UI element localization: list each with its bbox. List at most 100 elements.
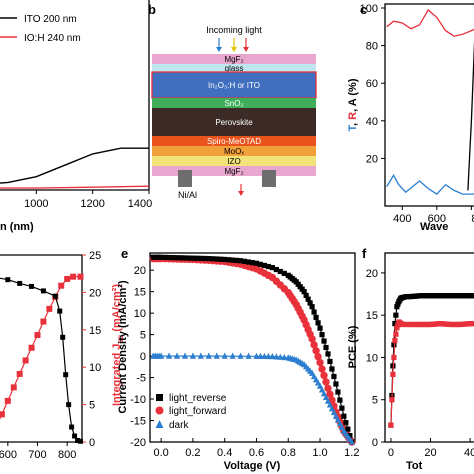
ylabel-part: , bbox=[347, 120, 359, 126]
series-marker bbox=[34, 332, 41, 339]
series-marker bbox=[314, 352, 322, 361]
series-marker bbox=[277, 353, 284, 360]
series-marker bbox=[393, 331, 399, 337]
series-marker bbox=[303, 292, 309, 299]
layer-label: SnO₂ bbox=[224, 99, 243, 108]
series-marker bbox=[394, 325, 400, 331]
series-marker bbox=[253, 352, 260, 359]
panel-c-optics-plot: c 20 40 60 80 100 400 600 8 T, R, A (%) Wave bbox=[347, 2, 474, 233]
series-marker bbox=[190, 255, 196, 261]
series-marker bbox=[189, 352, 197, 359]
layer-band bbox=[152, 98, 316, 108]
electrodes bbox=[178, 170, 276, 187]
series-marker bbox=[194, 255, 200, 261]
series-marker bbox=[321, 338, 327, 344]
series-marker bbox=[170, 255, 176, 261]
layer-band bbox=[152, 146, 316, 156]
legend-label-dark: dark bbox=[169, 420, 189, 431]
layer-band bbox=[152, 54, 316, 64]
x-tick-label: 400 bbox=[393, 213, 411, 225]
series-marker bbox=[333, 381, 339, 387]
panel-c-xlabel: Wave bbox=[420, 221, 448, 233]
x-tick-label: 0.6 bbox=[249, 447, 264, 459]
series-marker bbox=[257, 352, 264, 359]
y-tick-label: 15 bbox=[134, 287, 146, 299]
series-marker bbox=[162, 254, 168, 261]
series-marker bbox=[10, 384, 17, 391]
series-marker bbox=[5, 277, 11, 283]
series-marker bbox=[245, 259, 252, 265]
y-tick-label: 10 bbox=[89, 362, 101, 374]
panel-c-yticks: 20 40 60 80 100 bbox=[360, 3, 385, 165]
x-tick-label: 40 bbox=[464, 447, 474, 459]
panel-e-letter: e bbox=[121, 246, 128, 261]
series-marker bbox=[273, 266, 279, 273]
series-marker bbox=[249, 260, 256, 266]
series-marker bbox=[202, 255, 208, 262]
x-tick-label: 1.0 bbox=[312, 447, 327, 459]
series-marker bbox=[335, 389, 341, 395]
y-tick-label: 25 bbox=[89, 250, 101, 262]
series-marker bbox=[166, 254, 172, 261]
series-marker bbox=[261, 352, 268, 360]
layer-band bbox=[152, 108, 316, 136]
series-marker bbox=[230, 257, 236, 263]
series-marker bbox=[182, 255, 188, 261]
series-line bbox=[390, 320, 474, 426]
panel-b-letter: b bbox=[148, 2, 156, 17]
y-tick-label: 0 bbox=[140, 351, 146, 363]
series-marker bbox=[301, 289, 307, 295]
panel-e-xticks: 0.0 0.2 0.4 0.6 0.8 1.0 1.2 bbox=[153, 438, 359, 459]
series-marker bbox=[341, 413, 347, 419]
y-tick-label: 15 bbox=[366, 310, 378, 322]
layer-label: MoOₓ bbox=[224, 147, 244, 156]
panel-c-ylabel: T, R, A (%) bbox=[347, 78, 359, 131]
layer-band bbox=[152, 72, 316, 98]
outgoing-arrow bbox=[238, 184, 244, 196]
series-marker bbox=[70, 273, 77, 280]
series-marker bbox=[392, 321, 398, 327]
series-marker bbox=[391, 354, 397, 361]
x-tick-label: 0.8 bbox=[281, 447, 296, 459]
legend-label-ito: ITO 200 nm bbox=[24, 14, 77, 25]
series-marker bbox=[186, 255, 192, 261]
panel-f-ylabel: PCE (%) bbox=[347, 325, 359, 368]
series-marker bbox=[205, 352, 212, 359]
y-tick-label: 80 bbox=[366, 41, 378, 53]
series-marker bbox=[158, 352, 165, 359]
series-marker bbox=[281, 353, 288, 361]
series-line bbox=[0, 185, 150, 189]
series-marker bbox=[470, 321, 474, 327]
series-marker bbox=[472, 321, 474, 327]
panel-c-series-group bbox=[386, 8, 474, 195]
x-tick-label: 700 bbox=[28, 449, 46, 461]
y-tick-label: 40 bbox=[366, 116, 378, 128]
layer-band bbox=[152, 166, 316, 176]
series-marker bbox=[339, 405, 345, 411]
panel-d-ylabel-right: Integrated Jsc (mA/cm²) bbox=[111, 284, 125, 406]
series-marker bbox=[327, 358, 333, 365]
ylabel-part: T bbox=[347, 125, 359, 132]
series-marker bbox=[40, 288, 46, 294]
panel-f-frame bbox=[384, 252, 474, 443]
electrode-right bbox=[262, 170, 276, 187]
series-marker bbox=[241, 258, 248, 264]
ylabel-part: (%) bbox=[347, 78, 359, 99]
series-marker bbox=[69, 424, 75, 430]
panel-a-legend: ITO 200 nm IO:H 240 nm bbox=[0, 14, 81, 44]
layer-label: Perovskite bbox=[215, 118, 253, 127]
series-line bbox=[386, 174, 474, 195]
series-marker bbox=[265, 263, 271, 270]
layer-label: MgF₂ bbox=[224, 167, 243, 176]
series-marker bbox=[165, 352, 173, 359]
series-marker bbox=[315, 320, 321, 326]
series-line bbox=[0, 147, 149, 184]
panel-c-letter: c bbox=[360, 2, 367, 17]
electrode-label: Ni/Al bbox=[178, 190, 197, 200]
layer-label: In₂O₃:H or ITO bbox=[208, 81, 260, 90]
series-marker bbox=[222, 256, 228, 263]
series-marker bbox=[318, 365, 326, 373]
series-marker bbox=[273, 353, 280, 360]
